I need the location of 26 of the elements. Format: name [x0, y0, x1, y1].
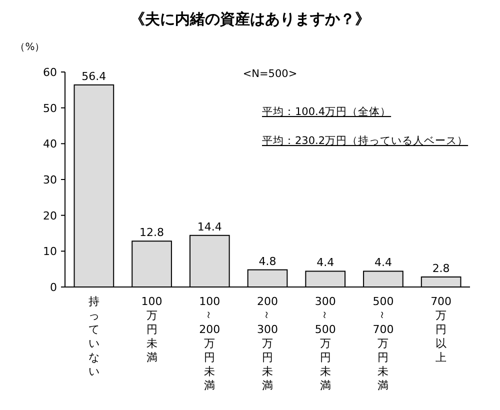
- x-tick-label: 700万円以上: [430, 295, 452, 364]
- data-label: 2.8: [432, 262, 450, 275]
- annotation: <N=500>: [242, 68, 298, 80]
- x-tick-label: 100～200万円未満: [199, 295, 220, 392]
- y-axis-title: （%）: [15, 42, 45, 53]
- y-tick-label: 0: [50, 281, 57, 294]
- y-tick-label: 60: [43, 66, 57, 79]
- data-label: 4.4: [374, 256, 392, 270]
- annotation: 平均：100.4万円（全体）: [262, 106, 392, 118]
- y-tick-label: 30: [43, 174, 57, 186]
- x-tick-label: 300～500万円未満: [314, 295, 336, 392]
- x-tick-label: 持っていない: [88, 295, 100, 378]
- y-tick-label: 40: [43, 138, 57, 151]
- y-tick-label: 50: [43, 102, 57, 115]
- data-label: 4.4: [316, 256, 334, 270]
- data-label: 56.4: [82, 70, 106, 83]
- y-tick-label: 20: [43, 209, 57, 222]
- chart-title: 《夫に内緒の資産はありますか？》: [130, 10, 370, 28]
- x-tick-label: 500～700万円未満: [372, 295, 394, 392]
- annotation: 平均：230.2万円（持っている人ベース）: [262, 135, 468, 147]
- y-tick-label: 10: [43, 245, 57, 258]
- x-tick-label: 200～300万円未満: [257, 295, 278, 392]
- data-label: 12.8: [140, 226, 164, 240]
- data-label: 4.8: [258, 254, 276, 268]
- data-label: 14.4: [197, 220, 222, 234]
- x-tick-label: 100万円未満: [141, 295, 162, 364]
